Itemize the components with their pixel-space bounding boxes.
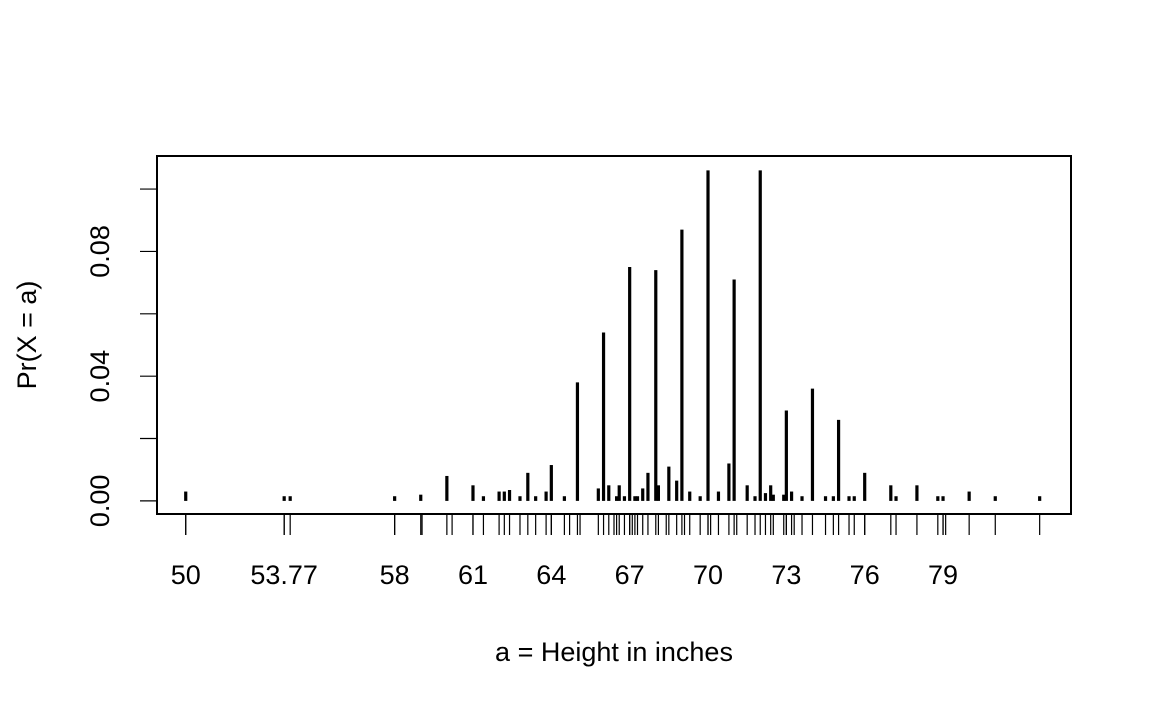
rug-marks	[185, 514, 1041, 535]
y-tick-label: 0.04	[85, 350, 115, 403]
x-tick-label: 70	[693, 560, 723, 590]
x-tick-label: 73	[771, 560, 801, 590]
x-tick-label: 53.77	[250, 560, 318, 590]
x-tick-label: 79	[928, 560, 958, 590]
y-tick-label: 0.08	[85, 225, 115, 278]
x-axis: 50 53.77 58 61 64 67 70 73 76 79	[171, 514, 958, 590]
x-tick-label: 50	[171, 560, 201, 590]
x-tick-label: 64	[536, 560, 566, 590]
x-tick-label: 61	[458, 560, 488, 590]
x-axis-title: a = Height in inches	[495, 637, 733, 667]
x-tick-label: 67	[615, 560, 645, 590]
x-tick-label: 76	[850, 560, 880, 590]
x-tick-label: 58	[380, 560, 410, 590]
probability-bars	[184, 170, 1042, 501]
y-axis: 0.00 0.04 0.08	[85, 188, 158, 528]
y-axis-title: Pr(X = a)	[12, 281, 42, 390]
y-tick-label: 0.00	[85, 475, 115, 528]
plot-box	[156, 155, 1072, 515]
